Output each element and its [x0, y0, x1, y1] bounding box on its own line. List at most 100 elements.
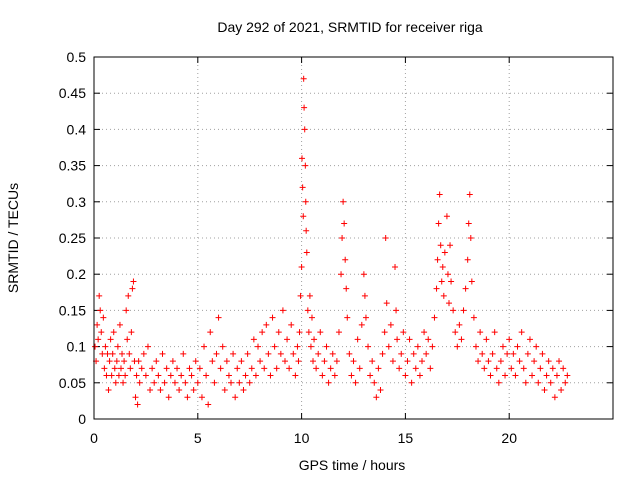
data-point — [435, 220, 442, 227]
data-point — [533, 343, 540, 350]
data-point — [180, 350, 187, 357]
data-point — [526, 336, 533, 343]
data-point — [524, 350, 531, 357]
data-point — [116, 321, 123, 328]
data-point — [331, 372, 338, 379]
data-point — [121, 358, 128, 365]
data-point — [369, 358, 376, 365]
data-point — [441, 249, 448, 256]
data-point — [553, 372, 560, 379]
data-point — [104, 350, 111, 357]
data-point — [163, 365, 170, 372]
data-point — [294, 343, 301, 350]
data-point — [564, 372, 571, 379]
data-point — [406, 336, 413, 343]
data-point — [142, 372, 149, 379]
data-point — [393, 307, 400, 314]
data-point — [361, 292, 368, 299]
data-point — [382, 235, 389, 241]
data-point — [190, 387, 197, 394]
data-point — [402, 372, 409, 379]
data-point — [444, 271, 451, 278]
data-point — [117, 365, 124, 372]
data-point — [129, 285, 136, 292]
data-point — [128, 329, 135, 336]
data-point — [462, 285, 469, 292]
data-point — [436, 191, 443, 198]
data-point — [126, 350, 133, 357]
data-point — [207, 329, 214, 336]
data-point — [315, 350, 322, 357]
y-tick-label: 0.25 — [59, 230, 86, 246]
data-point — [323, 343, 330, 350]
data-point — [373, 394, 380, 401]
data-point — [545, 358, 552, 365]
data-point — [136, 379, 143, 386]
y-tick-label: 0.1 — [67, 339, 87, 355]
data-point — [113, 358, 120, 365]
data-point — [379, 350, 386, 357]
data-point — [275, 329, 282, 336]
data-point — [348, 372, 355, 379]
x-tick-label: 5 — [194, 430, 202, 446]
data-point — [514, 343, 521, 350]
data-point — [178, 372, 185, 379]
data-point — [186, 365, 193, 372]
data-point — [281, 358, 288, 365]
data-point — [304, 307, 311, 314]
data-point — [456, 321, 463, 328]
data-point — [198, 394, 205, 401]
data-point — [327, 365, 334, 372]
data-point — [333, 358, 340, 365]
data-point — [277, 350, 284, 357]
data-point — [303, 249, 310, 256]
data-point — [350, 358, 357, 365]
data-point — [305, 329, 312, 336]
data-point — [302, 198, 309, 205]
data-point — [341, 220, 348, 227]
data-point — [114, 343, 121, 350]
data-point — [134, 401, 141, 408]
data-point — [467, 235, 474, 241]
data-point — [232, 394, 239, 401]
x-tick-label: 10 — [294, 430, 310, 446]
data-point — [123, 307, 130, 314]
data-point — [149, 365, 156, 372]
data-point — [99, 350, 106, 357]
data-point — [95, 336, 102, 343]
data-point — [560, 365, 567, 372]
data-point — [537, 365, 544, 372]
data-point — [448, 278, 455, 285]
data-point — [506, 336, 513, 343]
data-points — [92, 75, 571, 408]
data-point — [167, 372, 174, 379]
data-point — [472, 343, 479, 350]
data-point — [389, 358, 396, 365]
data-point — [529, 372, 536, 379]
data-point — [321, 358, 328, 365]
data-point — [339, 235, 346, 241]
data-point — [493, 365, 500, 372]
data-point — [440, 292, 447, 299]
axis-ticks: 0 0.05 0.1 0.15 0.2 0.25 0.3 0.35 0.4 0.45 0.5 0 5 10… — [59, 49, 613, 446]
data-point — [408, 379, 415, 386]
data-point — [242, 372, 249, 379]
data-point — [358, 321, 365, 328]
data-point — [105, 387, 112, 394]
data-point — [102, 343, 109, 350]
data-point — [288, 321, 295, 328]
data-point — [265, 350, 272, 357]
data-point — [502, 372, 509, 379]
x-tick-label: 20 — [501, 430, 517, 446]
data-point — [531, 358, 538, 365]
data-point — [499, 343, 506, 350]
data-point — [109, 350, 116, 357]
data-point — [400, 329, 407, 336]
data-point — [396, 365, 403, 372]
data-point — [101, 365, 108, 372]
data-point — [346, 350, 353, 357]
data-point — [284, 336, 291, 343]
data-point — [267, 372, 274, 379]
data-point — [279, 307, 286, 314]
data-point — [98, 329, 105, 336]
